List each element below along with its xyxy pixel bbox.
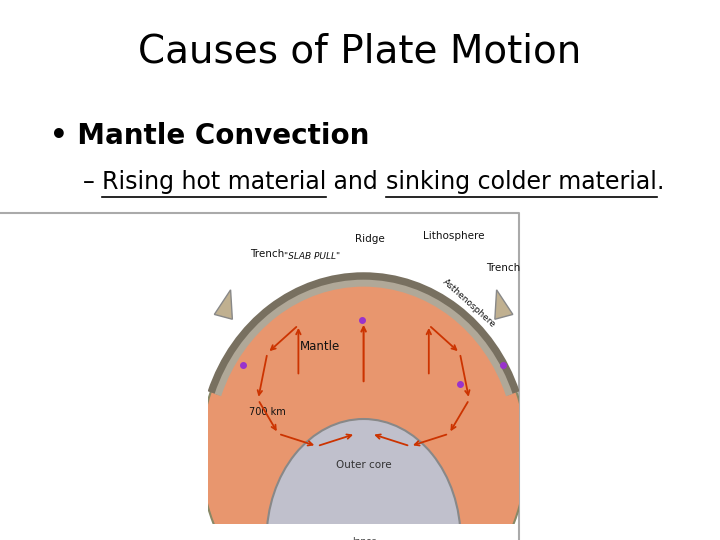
- Ellipse shape: [201, 275, 526, 540]
- Polygon shape: [495, 290, 513, 319]
- Text: Mantle: Mantle: [300, 340, 341, 353]
- Text: Rising hot material: Rising hot material: [102, 170, 326, 194]
- Text: sinking colder material: sinking colder material: [386, 170, 657, 194]
- Ellipse shape: [266, 419, 461, 540]
- Text: Outer core: Outer core: [336, 460, 392, 470]
- Text: • Mantle Convection: • Mantle Convection: [50, 122, 370, 150]
- Text: Lithosphere: Lithosphere: [423, 231, 484, 241]
- Polygon shape: [215, 290, 233, 319]
- Text: Asthenosphere: Asthenosphere: [441, 278, 498, 329]
- Ellipse shape: [318, 533, 409, 540]
- Text: Causes of Plate Motion: Causes of Plate Motion: [138, 32, 582, 70]
- Text: .: .: [657, 170, 664, 194]
- Text: Trench: Trench: [486, 262, 521, 273]
- Text: and: and: [326, 170, 386, 194]
- Text: "SLAB PULL": "SLAB PULL": [284, 252, 341, 261]
- Text: 700 km: 700 km: [249, 407, 286, 417]
- Text: Inner
core: Inner core: [352, 537, 375, 540]
- Text: Ridge: Ridge: [355, 234, 384, 244]
- Text: –: –: [83, 170, 102, 194]
- Text: Trench: Trench: [251, 248, 284, 259]
